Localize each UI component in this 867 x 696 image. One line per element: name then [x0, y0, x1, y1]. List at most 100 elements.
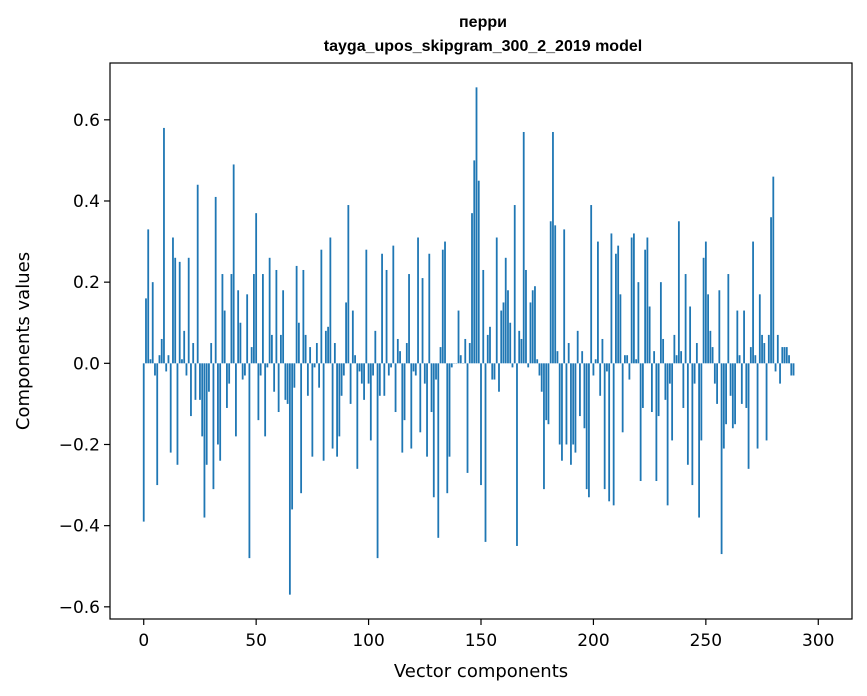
- bar-117: [405, 343, 408, 364]
- bar-265: [738, 355, 741, 364]
- bar-242: [686, 363, 689, 465]
- bar-262: [731, 363, 734, 429]
- bar-129: [432, 363, 435, 498]
- bar-200: [592, 363, 595, 376]
- bar-58: [273, 363, 276, 392]
- bar-99: [365, 249, 368, 364]
- bar-211: [617, 245, 620, 364]
- bar-156: [493, 363, 496, 380]
- bar-245: [693, 363, 696, 384]
- bar-134: [444, 241, 446, 364]
- bar-225: [648, 306, 651, 364]
- bar-185: [558, 363, 561, 445]
- bar-68: [295, 265, 298, 364]
- bar-240: [682, 363, 685, 408]
- bar-2: [147, 229, 150, 364]
- bar-23: [194, 363, 197, 400]
- bar-62: [282, 290, 285, 364]
- bar-271: [752, 241, 754, 364]
- chart-title: перри: [459, 14, 507, 31]
- bar-128: [430, 363, 433, 413]
- bar-172: [529, 302, 532, 364]
- bar-215: [626, 355, 629, 364]
- bar-199: [590, 205, 593, 364]
- y-tick-label: 0.6: [73, 111, 100, 131]
- bar-79: [320, 249, 323, 364]
- bar-166: [516, 363, 518, 546]
- bar-227: [653, 351, 656, 364]
- bar-176: [538, 363, 541, 376]
- bar-85: [333, 343, 336, 364]
- bar-241: [684, 274, 687, 364]
- bar-10: [165, 363, 168, 372]
- bar-140: [457, 310, 460, 364]
- x-tick-label: 200: [577, 631, 609, 651]
- bar-197: [585, 363, 588, 490]
- bar-113: [396, 338, 399, 364]
- bar-233: [666, 363, 669, 506]
- bar-92: [349, 363, 352, 404]
- bar-180: [547, 363, 550, 425]
- bar-274: [758, 294, 761, 364]
- bar-186: [561, 363, 563, 461]
- bar-188: [565, 363, 568, 445]
- bar-189: [567, 343, 570, 364]
- bar-51: [257, 363, 260, 421]
- plot-frame: [109, 62, 853, 620]
- bar-116: [403, 363, 406, 421]
- bar-216: [628, 363, 631, 380]
- bar-147: [473, 160, 476, 364]
- bar-273: [756, 363, 759, 449]
- bar-series: [142, 87, 795, 595]
- bar-195: [581, 351, 584, 364]
- bar-177: [540, 363, 543, 392]
- bar-34: [219, 363, 222, 461]
- bar-143: [464, 338, 467, 364]
- bar-154: [489, 326, 491, 364]
- x-tick-label: 100: [352, 631, 384, 651]
- bar-161: [504, 257, 507, 364]
- bar-28: [205, 363, 208, 465]
- bar-164: [511, 363, 514, 368]
- bar-93: [351, 310, 354, 364]
- bar-231: [662, 338, 665, 364]
- bar-38: [228, 363, 231, 384]
- bar-288: [790, 363, 793, 376]
- bar-57: [270, 334, 273, 364]
- bar-130: [435, 363, 437, 380]
- bar-6: [156, 363, 159, 486]
- bar-193: [576, 330, 579, 364]
- bar-174: [534, 286, 536, 364]
- bar-244: [691, 363, 694, 486]
- bar-276: [763, 343, 766, 364]
- bar-82: [327, 326, 329, 364]
- bar-149: [477, 180, 480, 364]
- bar-48: [250, 347, 253, 364]
- bar-289: [792, 363, 795, 376]
- bar-178: [543, 363, 545, 490]
- bar-14: [174, 257, 177, 364]
- bar-77: [315, 343, 318, 364]
- x-tick-label: 0: [138, 631, 149, 651]
- bar-22: [192, 343, 195, 364]
- bar-194: [579, 363, 581, 417]
- bar-264: [736, 310, 739, 364]
- bar-123: [419, 363, 422, 433]
- bar-120: [412, 363, 415, 372]
- bar-54: [264, 363, 267, 437]
- bar-18: [183, 330, 186, 364]
- bar-256: [718, 290, 721, 364]
- bar-223: [644, 249, 647, 364]
- bar-260: [727, 274, 730, 364]
- bar-272: [754, 355, 757, 364]
- bar-148: [475, 87, 478, 364]
- bar-202: [597, 241, 599, 364]
- bar-278: [767, 334, 770, 364]
- y-tick-label: 0.2: [73, 273, 100, 293]
- bar-167: [518, 330, 521, 364]
- bar-110: [390, 363, 392, 368]
- bar-73: [306, 363, 309, 396]
- bar-210: [615, 253, 617, 364]
